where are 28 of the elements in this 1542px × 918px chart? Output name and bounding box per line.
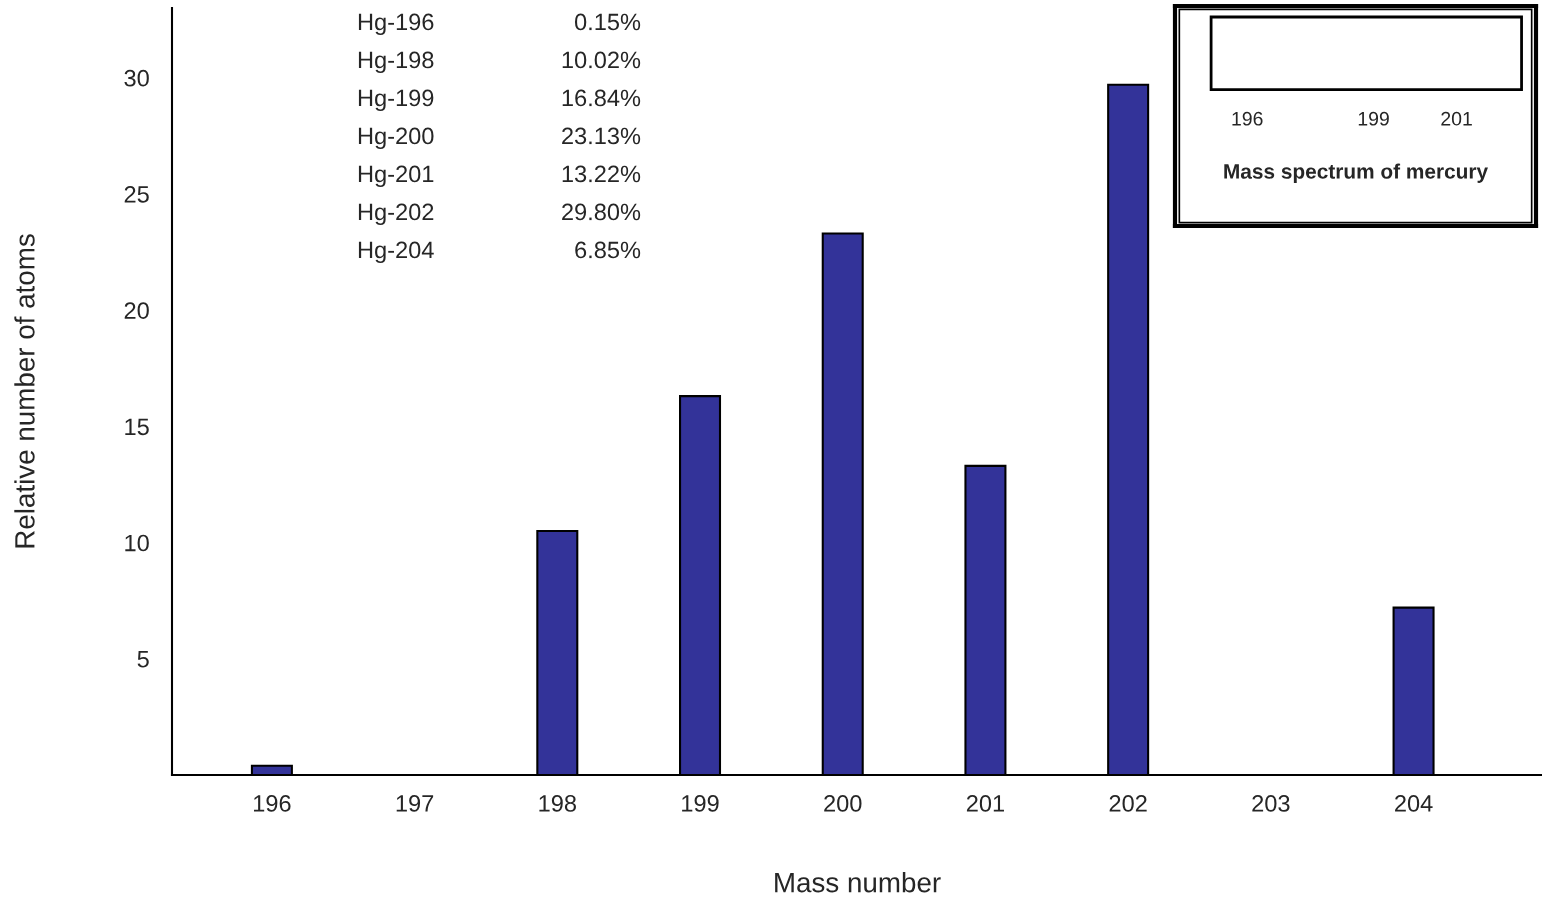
- x-tick-label: 198: [539, 795, 576, 812]
- text: Hg-200 23.13%: [358, 127, 641, 149]
- x-tick-label: 197: [396, 795, 434, 812]
- text: Mass spectrum of mercury: [1224, 163, 1488, 183]
- x-tick-label: 201: [966, 795, 1004, 812]
- x-tick-label: 202: [1109, 795, 1147, 812]
- annotation: 196: [1232, 111, 1263, 126]
- y-tick-label: 5: [137, 651, 149, 668]
- y-tick-label: 15: [125, 418, 149, 436]
- x-tick-label: 204: [1395, 795, 1433, 812]
- y-axis-title: Relative number of atoms: [14, 234, 35, 548]
- text: Hg-202 29.80%: [358, 203, 641, 225]
- text: Hg-201 13.22%: [358, 165, 641, 187]
- text: Hg-199 16.84%: [358, 89, 641, 111]
- y-tick-label: 30: [124, 69, 149, 87]
- x-tick-label: 200: [824, 795, 862, 812]
- y-tick-label: 20: [124, 302, 149, 319]
- x-tick-label: 203: [1252, 795, 1290, 812]
- x-tick-label: 199: [682, 795, 719, 812]
- text: Hg-198 10.02%: [358, 51, 641, 73]
- text: Hg-204 6.85%: [358, 241, 641, 263]
- y-tick-label: 10: [125, 534, 149, 552]
- y-tick-label: 25: [124, 186, 149, 203]
- x-tick-label: 196: [254, 795, 291, 812]
- x-axis-title: Mass number: [775, 872, 941, 893]
- annotation: 199: [1358, 111, 1389, 126]
- annotation: 201: [1441, 111, 1472, 126]
- text: Hg-196 0.15%: [358, 13, 641, 35]
